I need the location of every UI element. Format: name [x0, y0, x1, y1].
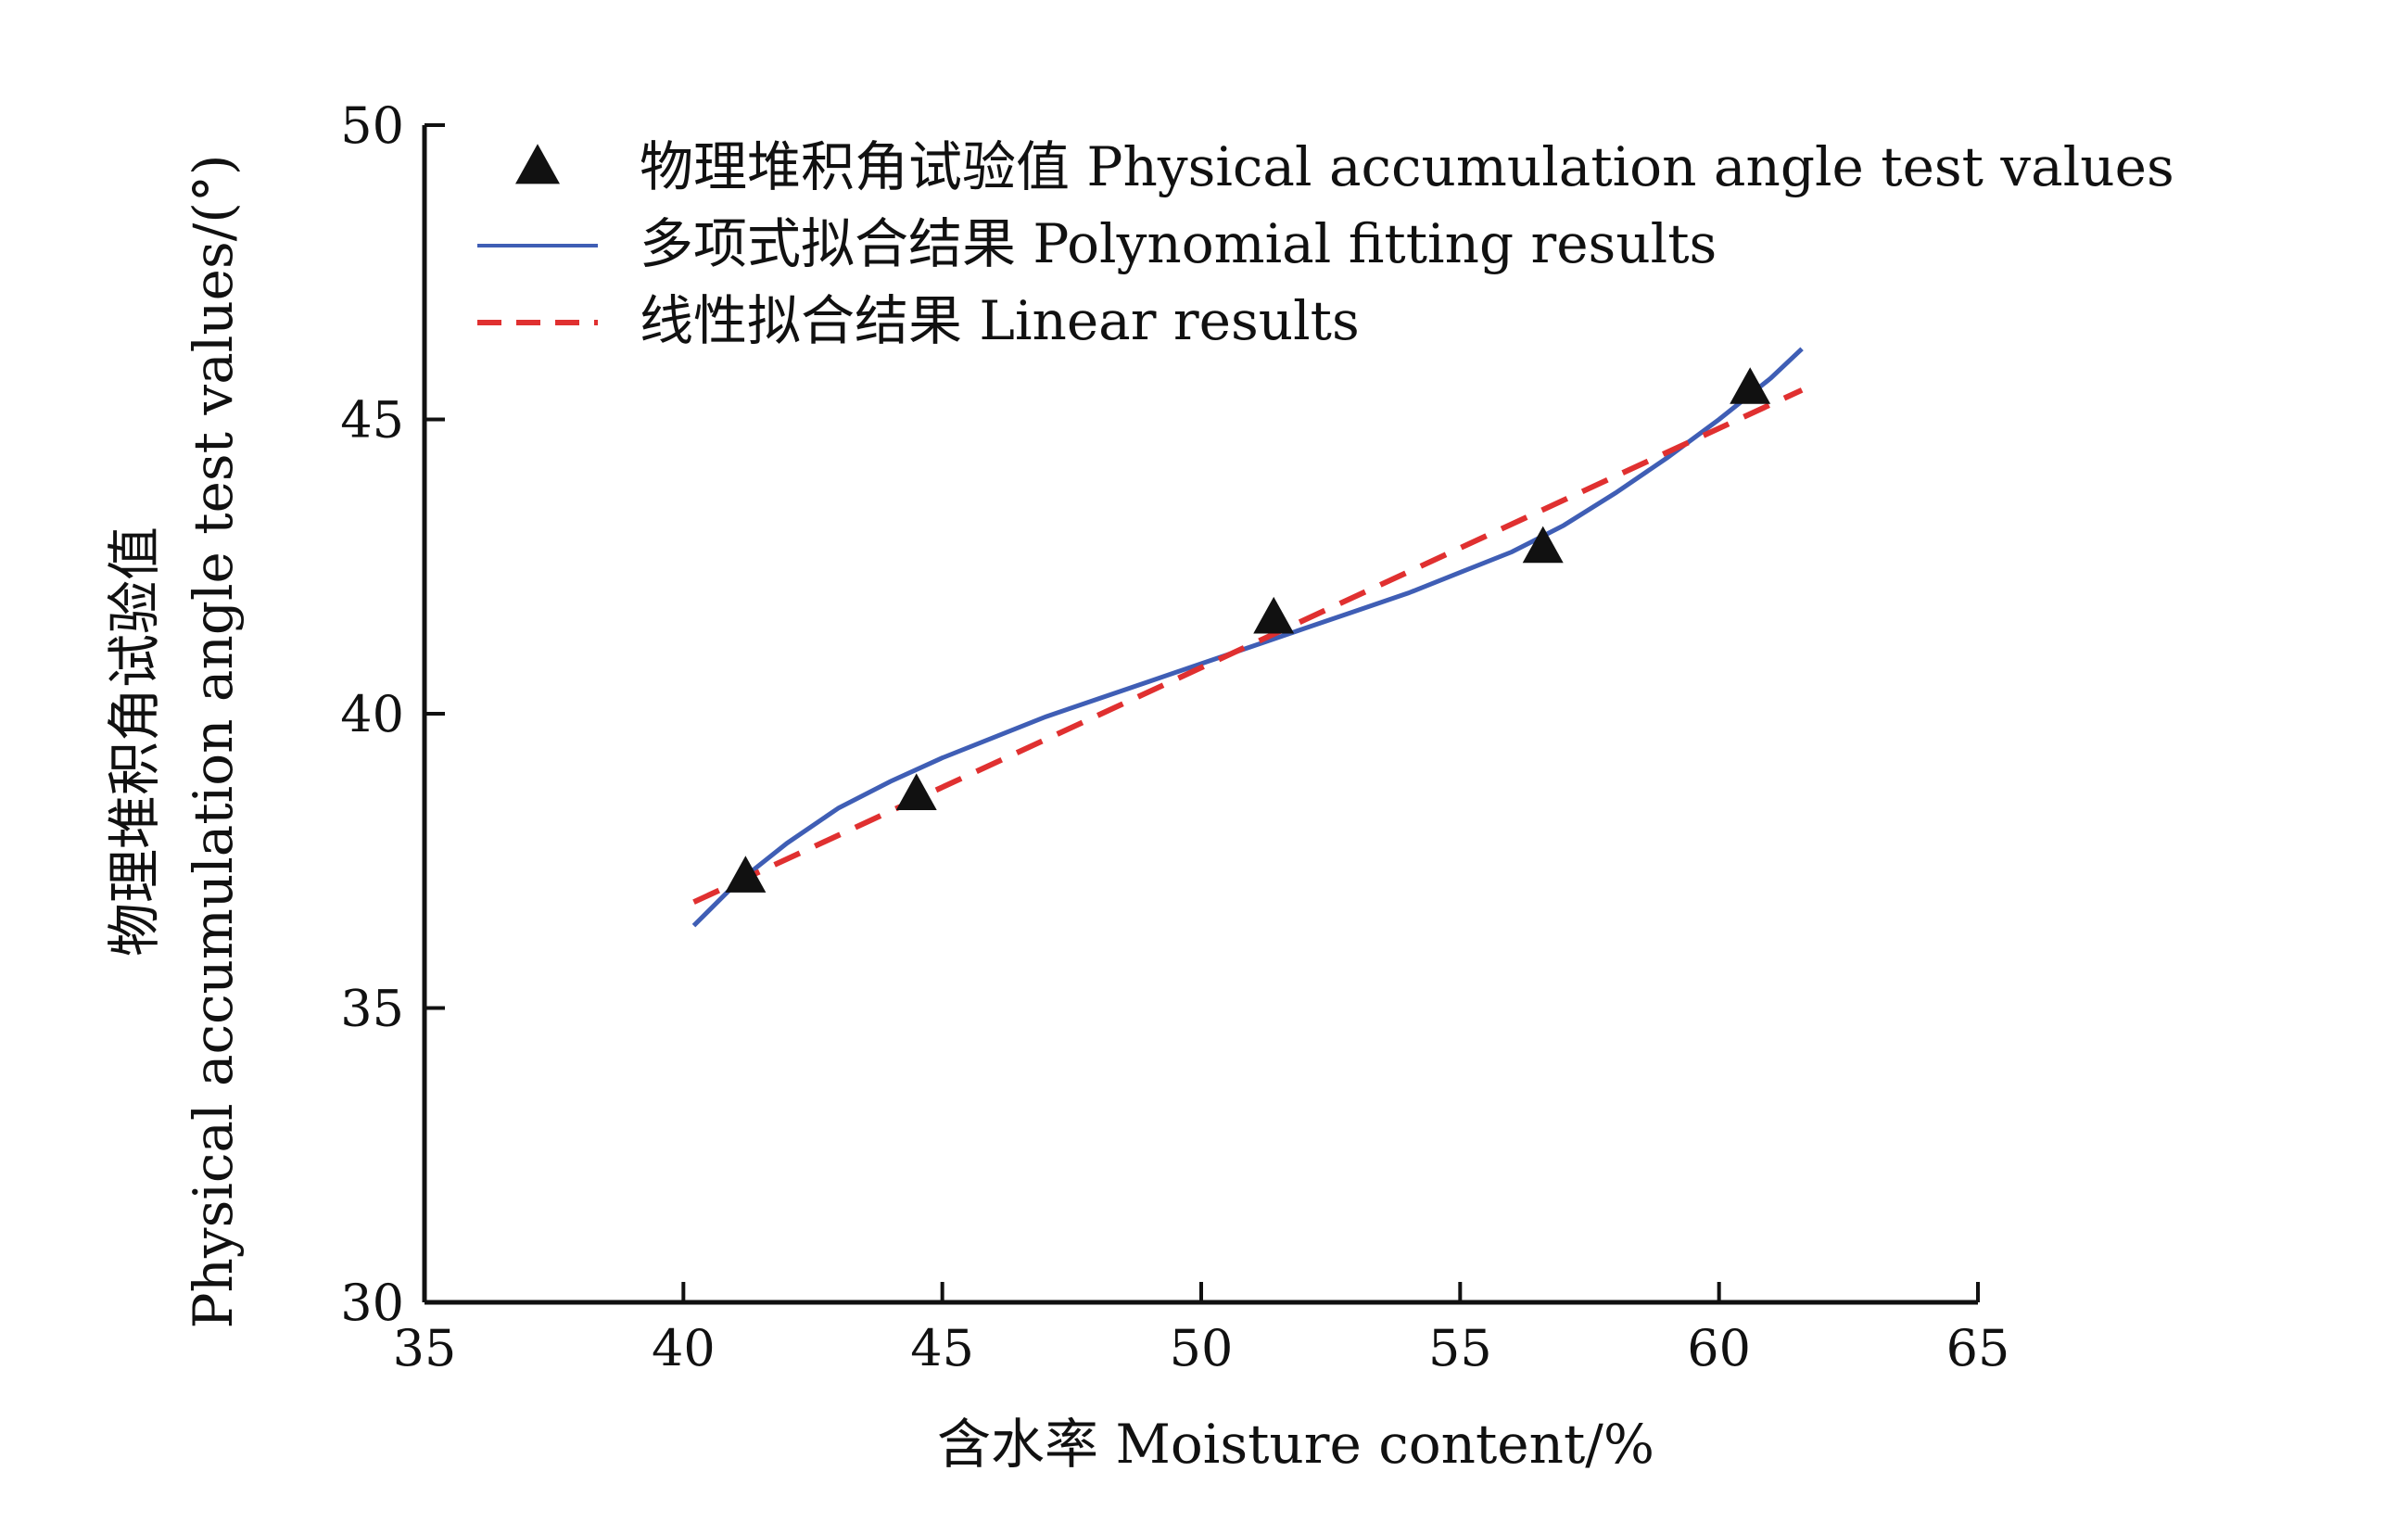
x-tick-label: 35: [393, 1319, 457, 1377]
y-tick-label: 45: [340, 391, 404, 450]
legend-triangle-marker: [515, 144, 560, 184]
linear-fit-line: [692, 387, 1804, 905]
legend: 物理堆积角试验值 Physical accumulation angle tes…: [477, 135, 2174, 352]
y-tick-label: 40: [340, 685, 404, 743]
legend-label: 多项式拟合结果 Polynomial fitting results: [640, 212, 1717, 275]
x-axis-title: 含水率 Moisture content/%: [937, 1413, 1654, 1476]
legend-label: 物理堆积角试验值 Physical accumulation angle tes…: [640, 135, 2174, 198]
test-value-marker: [895, 773, 937, 810]
x-tick-label: 55: [1428, 1319, 1492, 1377]
test-value-marker: [725, 856, 767, 893]
y-tick-label: 30: [340, 1274, 404, 1332]
x-tick-label: 60: [1687, 1319, 1751, 1377]
x-tick-label: 45: [910, 1319, 974, 1377]
x-tick-label: 50: [1170, 1319, 1234, 1377]
x-tick-label: 65: [1946, 1319, 2010, 1377]
test-value-marker: [1730, 367, 1771, 404]
test-value-marker: [1522, 526, 1564, 564]
test-value-marker: [1253, 596, 1295, 634]
series-layer: [691, 347, 1804, 928]
y-tick-label: 35: [340, 980, 404, 1038]
polynomial-fit-line: [691, 347, 1804, 928]
legend-label: 线性拟合结果 Linear results: [640, 289, 1360, 352]
y-axis-title-line-1: 物理堆积角试验值: [103, 526, 166, 957]
y-axis-title: 物理堆积角试验值 Physical accumulation angle tes…: [103, 154, 245, 1328]
y-axis-title-line-2: Physical accumulation angle test values/…: [182, 154, 245, 1328]
y-tick-label: 50: [340, 96, 404, 155]
x-tick-label: 40: [652, 1319, 716, 1377]
